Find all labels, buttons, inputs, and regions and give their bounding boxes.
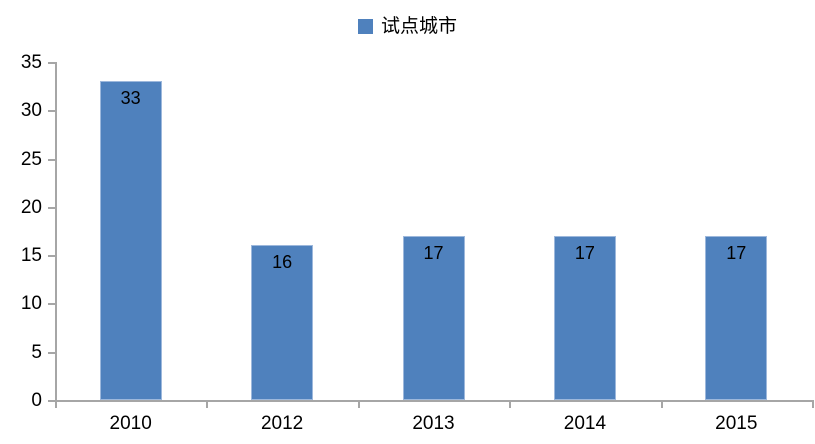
bar-value-label: 17 [423, 242, 444, 263]
y-axis-label: 30 [20, 100, 42, 122]
y-axis-label: 0 [31, 390, 42, 411]
bar-value-label: 33 [120, 88, 141, 109]
x-axis-label: 2013 [412, 413, 455, 434]
y-axis-tick [48, 351, 55, 354]
bar-value-label: 16 [272, 252, 293, 273]
bar [553, 235, 616, 400]
bar [705, 235, 768, 400]
x-axis-tick [55, 400, 57, 408]
bar [402, 235, 465, 400]
x-axis-label: 2010 [109, 413, 152, 434]
y-axis-label: 25 [20, 148, 42, 170]
y-axis-label: 35 [20, 52, 42, 73]
legend: 试点城市 [0, 17, 815, 36]
y-axis-tick [48, 206, 55, 209]
x-axis-label: 2014 [563, 413, 607, 434]
legend-label: 试点城市 [380, 16, 457, 37]
y-axis-label: 15 [20, 245, 42, 267]
x-axis-tick [660, 400, 663, 408]
x-axis-label: 2012 [260, 413, 304, 434]
y-axis-label: 5 [31, 341, 42, 363]
bar-value-label: 17 [574, 242, 595, 263]
y-axis-tick [48, 110, 55, 113]
y-axis-line [55, 62, 57, 400]
bar [99, 81, 162, 400]
legend-marker-icon [357, 19, 373, 34]
y-axis-label: 10 [20, 293, 42, 315]
x-axis-label: 2015 [715, 413, 758, 434]
y-axis-label: 20 [20, 196, 42, 218]
x-axis-tick [509, 400, 512, 408]
y-axis-tick [48, 255, 55, 258]
bar [251, 245, 314, 400]
y-axis-tick [48, 400, 55, 402]
y-axis-tick [48, 62, 55, 64]
x-axis-tick [812, 400, 814, 408]
y-axis-tick [48, 303, 55, 306]
bar-value-label: 17 [726, 242, 747, 263]
x-axis-tick [206, 400, 209, 408]
x-axis-line [55, 400, 814, 402]
y-axis-tick [48, 158, 55, 161]
x-axis-tick [357, 400, 360, 408]
